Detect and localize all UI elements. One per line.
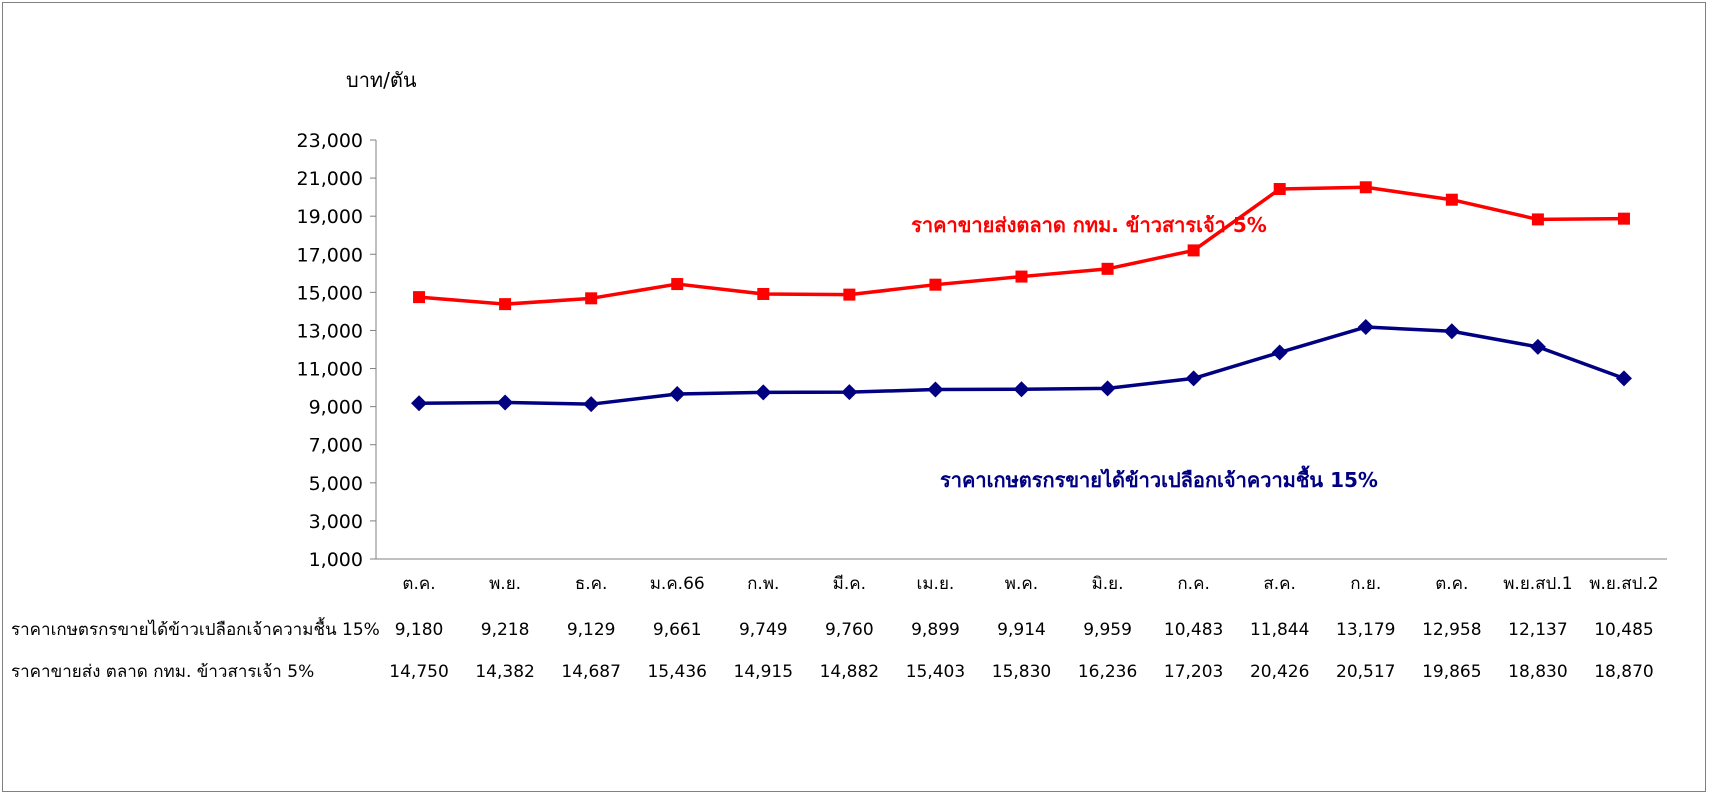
x-tick-label: ก.ย.	[1350, 574, 1381, 594]
paddy-table-row-label: ราคาเกษตรกรขายได้ข้าวเปลือกเจ้าความชื้น …	[11, 617, 380, 640]
y-tick-label: 5,000	[309, 473, 363, 495]
wholesale-table-cell: 15,830	[992, 662, 1051, 682]
paddy-point	[1271, 344, 1288, 361]
y-tick-label: 23,000	[297, 130, 363, 152]
y-tick-label: 19,000	[297, 206, 363, 228]
paddy-point	[1357, 319, 1374, 336]
wholesale-series-label: ราคาขายส่งตลาด กทม. ข้าวสารเจ้า 5%	[911, 213, 1267, 237]
wholesale-point	[1531, 213, 1544, 226]
series-markers	[411, 181, 1632, 413]
paddy-point	[1013, 381, 1030, 398]
data-table: ราคาเกษตรกรขายได้ข้าวเปลือกเจ้าความชื้น …	[11, 617, 1654, 682]
wholesale-table-cell: 15,436	[647, 662, 706, 682]
wholesale-point	[1015, 270, 1028, 283]
paddy-point	[1615, 370, 1632, 387]
wholesale-table-cell: 17,203	[1164, 662, 1223, 682]
x-tick-label: ธ.ค.	[575, 574, 608, 594]
paddy-table-cell: 13,179	[1336, 620, 1395, 640]
paddy-table-cell: 9,760	[825, 620, 874, 640]
paddy-point	[755, 384, 772, 401]
paddy-table-cell: 9,914	[997, 620, 1046, 640]
paddy-point	[669, 386, 686, 403]
wholesale-point	[585, 292, 598, 305]
wholesale-table-cell: 20,426	[1250, 662, 1309, 682]
x-tick-label: ก.ค.	[1177, 574, 1209, 594]
paddy-table-cell: 9,959	[1083, 620, 1132, 640]
x-tick-label: พ.ค.	[1005, 574, 1038, 594]
wholesale-point	[1187, 244, 1200, 257]
wholesale-table-cell: 14,750	[389, 662, 448, 682]
y-tick-label: 11,000	[297, 359, 363, 381]
paddy-table-cell: 12,958	[1422, 620, 1481, 640]
x-tick-label: เม.ย.	[917, 574, 955, 594]
wholesale-series-line	[418, 185, 1624, 306]
wholesale-point	[1273, 183, 1286, 196]
wholesale-point	[1101, 262, 1114, 275]
x-tick-label: มิ.ย.	[1092, 574, 1124, 594]
wholesale-table-cell: 18,830	[1508, 662, 1567, 682]
y-tick-label: 9,000	[309, 397, 363, 419]
paddy-point	[583, 396, 600, 413]
wholesale-table-cell: 14,382	[475, 662, 534, 682]
paddy-table-cell: 9,661	[653, 620, 702, 640]
paddy-series-label: ราคาเกษตรกรขายได้ข้าวเปลือกเจ้าความชื้น …	[940, 465, 1378, 492]
paddy-table-cell: 9,749	[739, 620, 788, 640]
paddy-table-cell: 9,129	[567, 620, 616, 640]
paddy-point	[411, 395, 428, 412]
paddy-table-cell: 10,483	[1164, 620, 1223, 640]
paddy-table-cell: 9,218	[481, 620, 530, 640]
x-tick-label: มี.ค.	[833, 574, 866, 594]
wholesale-table-cell: 18,870	[1594, 662, 1653, 682]
wholesale-point	[929, 278, 942, 291]
wholesale-table-cell: 15,403	[906, 662, 965, 682]
wholesale-point	[843, 288, 856, 301]
paddy-table-cell: 9,899	[911, 620, 960, 640]
wholesale-table-cell: 20,517	[1336, 662, 1395, 682]
x-tick-label: ม.ค.66	[650, 574, 705, 594]
paddy-point	[1443, 323, 1460, 340]
wholesale-point	[499, 298, 512, 311]
y-tick-label: 7,000	[309, 435, 363, 457]
line-chart: บาท/ตัน 1,0003,0005,0007,0009,00011,0001…	[11, 68, 1667, 682]
y-axis-unit-label: บาท/ตัน	[346, 68, 417, 92]
paddy-point	[1529, 338, 1546, 355]
x-tick-label: พ.ย.สป.1	[1503, 574, 1572, 594]
paddy-point	[1185, 370, 1202, 387]
x-tick-label: ต.ค.	[1435, 574, 1468, 594]
paddy-table-cell: 10,485	[1594, 620, 1653, 640]
wholesale-point	[671, 278, 684, 291]
paddy-point	[497, 394, 514, 411]
wholesale-table-cell: 14,915	[734, 662, 793, 682]
y-tick-label: 1,000	[309, 549, 363, 571]
wholesale-point	[1445, 193, 1458, 206]
paddy-point	[927, 381, 944, 398]
x-tick-label: ส.ค.	[1263, 574, 1296, 594]
wholesale-point	[413, 291, 426, 304]
x-tick-label: ต.ค.	[402, 574, 435, 594]
wholesale-table-cell: 19,865	[1422, 662, 1481, 682]
wholesale-table-cell: 16,236	[1078, 662, 1137, 682]
paddy-point	[1099, 380, 1116, 397]
wholesale-point	[1617, 212, 1630, 225]
wholesale-point	[757, 287, 770, 300]
y-tick-label: 21,000	[297, 168, 363, 190]
y-tick-label: 3,000	[309, 511, 363, 533]
wholesale-table-cell: 14,687	[561, 662, 620, 682]
wholesale-table-cell: 14,882	[820, 662, 879, 682]
x-tick-label: พ.ย.	[489, 574, 521, 594]
y-tick-label: 17,000	[297, 244, 363, 266]
axes: 1,000 3,000 5,000 7,000 9,000 11,000 13,000 15,…	[297, 130, 1667, 594]
paddy-table-cell: 11,844	[1250, 620, 1309, 640]
wholesale-point	[1359, 181, 1372, 194]
y-tick-label: 13,000	[297, 320, 363, 342]
y-tick-label: 15,000	[297, 282, 363, 304]
paddy-point	[841, 384, 858, 401]
x-tick-label: พ.ย.สป.2	[1589, 574, 1658, 594]
paddy-table-cell: 12,137	[1508, 620, 1567, 640]
wholesale-table-row-label: ราคาขายส่ง ตลาด กทม. ข้าวสารเจ้า 5%	[11, 662, 314, 682]
x-tick-label: ก.พ.	[747, 574, 779, 594]
paddy-table-cell: 9,180	[395, 620, 444, 640]
